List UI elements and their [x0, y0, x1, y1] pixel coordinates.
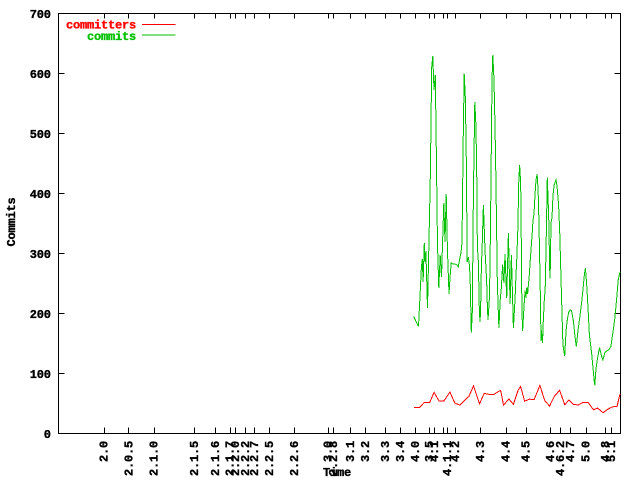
- svg-text:4.1: 4.1: [428, 441, 442, 462]
- svg-text:2.1.6: 2.1.6: [209, 441, 223, 476]
- svg-text:4.0: 4.0: [409, 441, 423, 462]
- svg-text:2.1.7: 2.1.7: [224, 441, 238, 476]
- svg-text:2.2.8: 2.2.8: [327, 441, 341, 476]
- svg-text:commits: commits: [87, 30, 136, 44]
- svg-text:2.1.0: 2.1.0: [148, 441, 162, 476]
- svg-text:4.6: 4.6: [544, 441, 558, 462]
- svg-text:5.1: 5.1: [605, 441, 619, 462]
- svg-text:3.3: 3.3: [379, 441, 393, 462]
- svg-text:600: 600: [30, 68, 51, 82]
- svg-text:4.6.2: 4.6.2: [554, 441, 568, 476]
- svg-text:3.2: 3.2: [359, 441, 373, 462]
- svg-text:2.2.2: 2.2.2: [239, 441, 253, 476]
- svg-text:4.4: 4.4: [500, 441, 514, 462]
- svg-text:2.0: 2.0: [98, 441, 112, 462]
- svg-text:2.2.0: 2.2.0: [229, 441, 243, 476]
- svg-text:700: 700: [30, 8, 51, 22]
- svg-text:committers: committers: [66, 19, 136, 33]
- svg-text:2.2.6: 2.2.6: [288, 441, 302, 476]
- svg-text:100: 100: [30, 368, 51, 382]
- svg-text:300: 300: [30, 248, 51, 262]
- svg-text:0: 0: [44, 428, 51, 442]
- svg-text:500: 500: [30, 128, 51, 142]
- svg-text:4.7: 4.7: [564, 441, 578, 462]
- svg-text:3.4: 3.4: [394, 441, 408, 462]
- svg-text:4.8: 4.8: [599, 441, 613, 462]
- svg-text:3.0: 3.0: [322, 441, 336, 462]
- svg-text:4.3: 4.3: [474, 441, 488, 462]
- svg-text:2.2.7: 2.2.7: [248, 441, 262, 476]
- svg-text:200: 200: [30, 308, 51, 322]
- svg-text:400: 400: [30, 188, 51, 202]
- svg-text:Commits: Commits: [5, 197, 19, 246]
- svg-text:4.1.1: 4.1.1: [441, 441, 455, 476]
- svg-text:2.1.5: 2.1.5: [188, 441, 202, 476]
- svg-text:5.0: 5.0: [580, 441, 594, 462]
- svg-text:Time: Time: [323, 466, 351, 480]
- svg-text:2.0.5: 2.0.5: [123, 441, 137, 476]
- svg-text:4.2: 4.2: [449, 441, 463, 462]
- svg-text:3.1: 3.1: [344, 441, 358, 462]
- svg-text:4.5: 4.5: [520, 441, 534, 462]
- svg-text:2.2.5: 2.2.5: [263, 441, 277, 476]
- svg-text:3.5: 3.5: [423, 441, 437, 462]
